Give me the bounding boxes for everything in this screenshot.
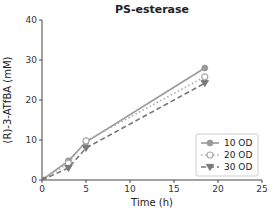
- legend: 10 OD 20 OD 30 OD: [196, 134, 258, 176]
- x-tick-label: 10: [124, 184, 136, 194]
- x-tick: [86, 180, 87, 183]
- y-tick: [39, 60, 42, 61]
- x-axis-label: Time (h): [130, 197, 173, 208]
- series-line: [42, 77, 205, 180]
- series-line: [42, 68, 205, 180]
- x-tick: [218, 180, 219, 183]
- legend-marker: [207, 152, 213, 158]
- legend-label: 20 OD: [224, 150, 252, 160]
- legend-label: 30 OD: [224, 162, 252, 172]
- x-tick-label: 15: [168, 184, 179, 194]
- data-point: [201, 81, 209, 87]
- x-axis: [42, 180, 262, 181]
- data-point: [42, 177, 45, 180]
- title: PS-esterase: [115, 3, 189, 16]
- x-tick-label: 25: [256, 184, 267, 194]
- data-point: [83, 138, 89, 144]
- y-tick: [39, 20, 42, 21]
- x-tick-label: 20: [212, 184, 224, 194]
- x-tick-label: 5: [83, 184, 89, 194]
- y-tick-label: 30: [26, 55, 38, 65]
- data-point: [42, 177, 45, 180]
- legend-marker: [207, 140, 213, 146]
- y-tick-label: 20: [26, 95, 38, 105]
- y-tick-label: 40: [26, 15, 38, 25]
- x-tick-label: 0: [39, 184, 45, 194]
- x-tick: [262, 180, 263, 183]
- y-axis-label: (R)-3-ATfBA (mM): [2, 56, 13, 143]
- chart: PS-esterase 0 5 10 15 20 25 0 10 20 30 40 Time (h) (R…: [0, 0, 272, 212]
- x-tick: [130, 180, 131, 183]
- y-tick-label: 0: [31, 175, 37, 185]
- y-tick: [39, 180, 42, 181]
- data-point: [202, 65, 208, 71]
- data-point: [202, 74, 208, 80]
- legend-marker: [206, 164, 214, 170]
- data-point: [65, 165, 73, 171]
- data-point: [82, 145, 90, 151]
- series-line: [42, 83, 205, 180]
- y-tick: [39, 140, 42, 141]
- y-tick-label: 10: [26, 135, 38, 145]
- legend-box: [196, 134, 258, 176]
- x-tick: [174, 180, 175, 183]
- legend-label: 10 OD: [224, 138, 252, 148]
- plot-area: [42, 65, 209, 180]
- y-tick: [39, 100, 42, 101]
- data-point: [42, 177, 46, 180]
